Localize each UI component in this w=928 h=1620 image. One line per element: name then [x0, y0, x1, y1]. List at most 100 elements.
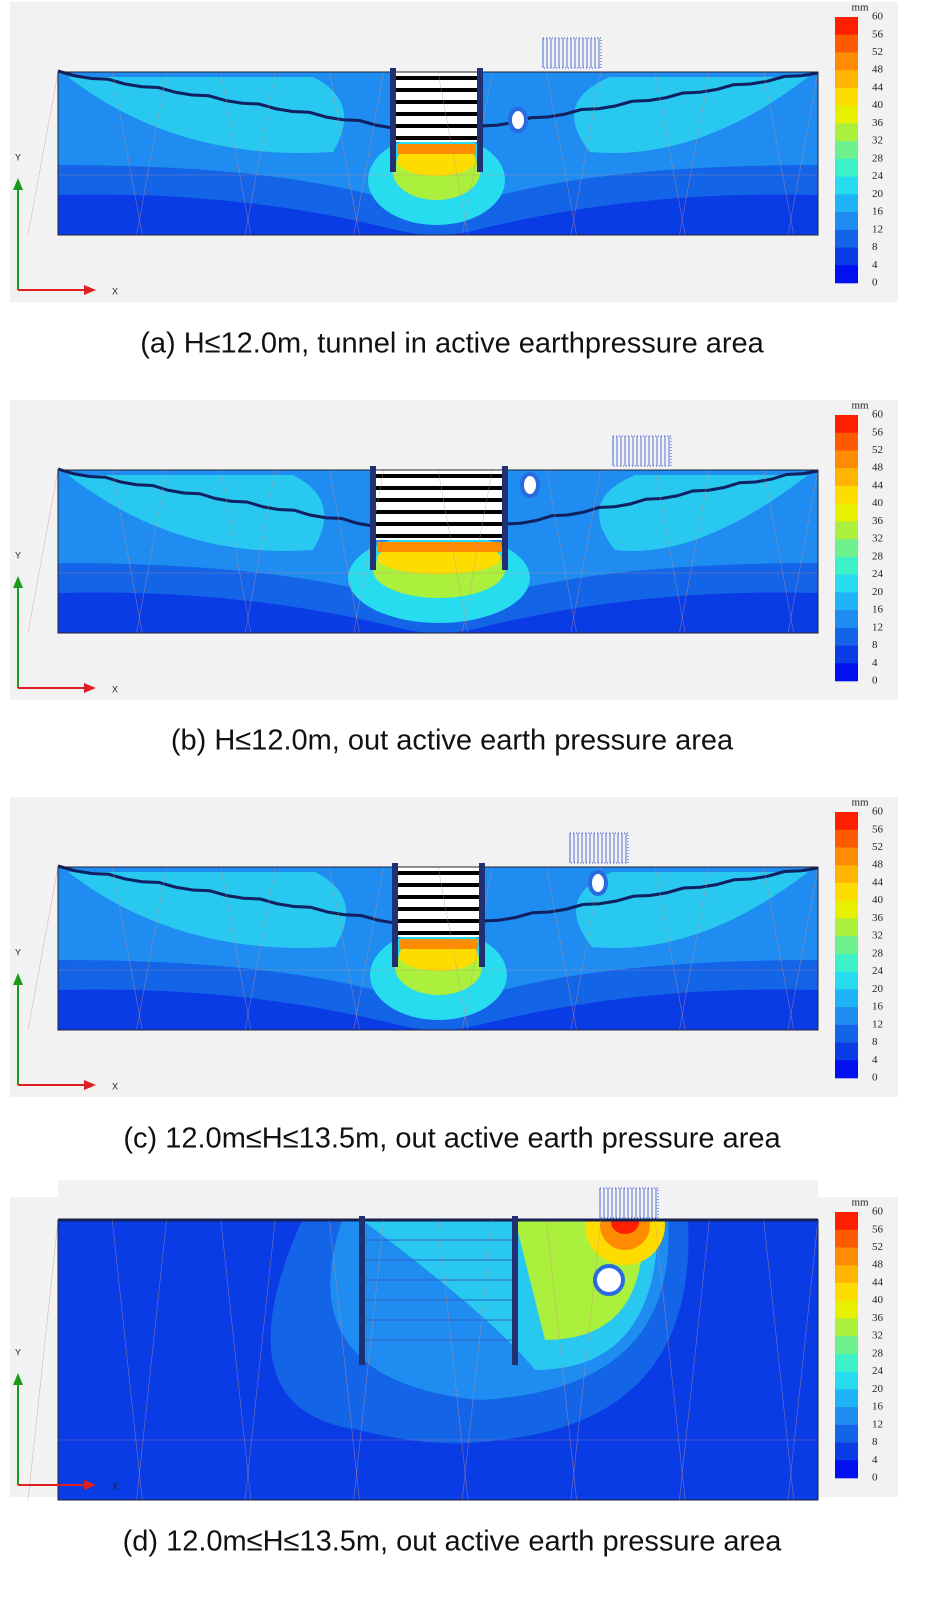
legend-band	[835, 141, 858, 160]
legend-band	[835, 70, 858, 89]
legend-tick-label: 48	[872, 1259, 884, 1271]
mesh-line	[353, 469, 385, 634]
legend-band	[835, 539, 858, 558]
legend-band	[835, 247, 858, 266]
y-axis-label: Y	[15, 947, 21, 957]
legend-tick-label: 12	[872, 621, 883, 633]
mesh-line	[570, 469, 602, 634]
contour-band	[599, 475, 808, 552]
domain-border	[57, 1219, 819, 1501]
legend-unit: mm	[851, 2, 869, 14]
caption: (c) 12.0m≤H≤13.5m, out active earth pres…	[123, 1123, 781, 1155]
legend-tick-label: 60	[872, 11, 884, 23]
legend-tick-label: 8	[872, 639, 878, 651]
legend-band	[835, 1371, 858, 1390]
x-axis-label: X	[112, 1481, 118, 1491]
legend-band	[835, 212, 858, 231]
mesh-line	[461, 469, 493, 634]
legend-tick-label: 56	[872, 823, 884, 835]
legend-band	[835, 812, 858, 831]
legend-band	[835, 953, 858, 972]
contour-band	[399, 939, 478, 949]
contour-field	[58, 470, 818, 633]
mesh-line	[787, 469, 819, 634]
legend-band	[835, 1300, 858, 1319]
mesh-line	[136, 866, 167, 1031]
mesh-line	[329, 71, 360, 236]
contour-band	[68, 475, 325, 552]
caption: (b) H≤12.0m, out active earth pressure a…	[171, 725, 734, 757]
legend-tick-label: 32	[872, 1330, 883, 1342]
legend-tick-label: 56	[872, 426, 884, 438]
retaining-wall	[370, 466, 376, 570]
mesh-line	[244, 71, 276, 236]
legend-tick-label: 0	[872, 1472, 878, 1484]
mesh-line	[763, 71, 795, 236]
domain-border	[57, 866, 819, 1031]
legend-band	[835, 989, 858, 1008]
mesh-line	[654, 469, 686, 634]
legend-tick-label: 48	[872, 64, 884, 76]
contour-band	[68, 77, 345, 154]
mesh-line	[244, 866, 276, 1031]
mesh-line	[111, 469, 143, 634]
legend-tick-label: 52	[872, 444, 883, 456]
legend-tick-label: 28	[872, 152, 884, 164]
legend-band	[835, 87, 858, 106]
retaining-wall	[359, 1216, 365, 1365]
legend-tick-label: 4	[872, 657, 878, 669]
contour-field	[58, 72, 818, 235]
legend-tick-label: 60	[872, 409, 884, 421]
legend-band	[835, 592, 858, 611]
legend-tick-label: 32	[872, 533, 883, 545]
legend-tick-label: 36	[872, 515, 884, 527]
mesh-line	[329, 1219, 360, 1501]
legend-tick-label: 60	[872, 1206, 884, 1218]
legend-band	[835, 17, 858, 36]
mesh-line	[763, 866, 795, 1031]
mesh-line	[111, 71, 143, 236]
legend-band	[835, 1042, 858, 1061]
legend-tick-label: 32	[872, 135, 883, 147]
legend-band	[835, 52, 858, 71]
legend-band	[835, 176, 858, 195]
x-axis-label: X	[112, 684, 118, 694]
legend-band	[835, 1024, 858, 1043]
legend-band	[835, 936, 858, 955]
legend-tick-label: 0	[872, 277, 878, 289]
surcharge-load	[599, 1187, 659, 1219]
legend-band	[835, 1247, 858, 1266]
mesh-line	[437, 1219, 469, 1501]
legend-band	[835, 847, 858, 866]
mesh-line	[27, 469, 59, 634]
legend-band	[835, 1229, 858, 1248]
mesh-line	[220, 866, 252, 1031]
retaining-wall	[479, 863, 485, 967]
tunnel	[508, 107, 528, 133]
y-axis-head	[13, 1373, 23, 1385]
legend-tick-label: 20	[872, 188, 884, 200]
legend-tick-label: 24	[872, 965, 884, 977]
legend-band	[835, 123, 858, 142]
legend-tick-label: 40	[872, 894, 884, 906]
legend-band	[835, 34, 858, 53]
legend-tick-label: 0	[872, 675, 878, 687]
legend-band	[835, 265, 858, 284]
x-axis-head	[84, 683, 96, 693]
mesh-line	[136, 469, 167, 634]
legend-band	[835, 1389, 858, 1408]
legend-tick-label: 60	[872, 806, 884, 818]
legend-tick-label: 32	[872, 930, 883, 942]
mesh-line	[111, 1219, 143, 1501]
legend-band	[835, 1424, 858, 1443]
legend-tick-label: 40	[872, 1294, 884, 1306]
mesh-line	[546, 1219, 577, 1501]
legend-tick-label: 28	[872, 550, 884, 562]
legend-tick-label: 0	[872, 1072, 878, 1084]
legend-tick-label: 20	[872, 1383, 884, 1395]
legend-band	[835, 415, 858, 434]
legend-band	[835, 1460, 858, 1479]
mesh-line	[437, 866, 469, 1031]
